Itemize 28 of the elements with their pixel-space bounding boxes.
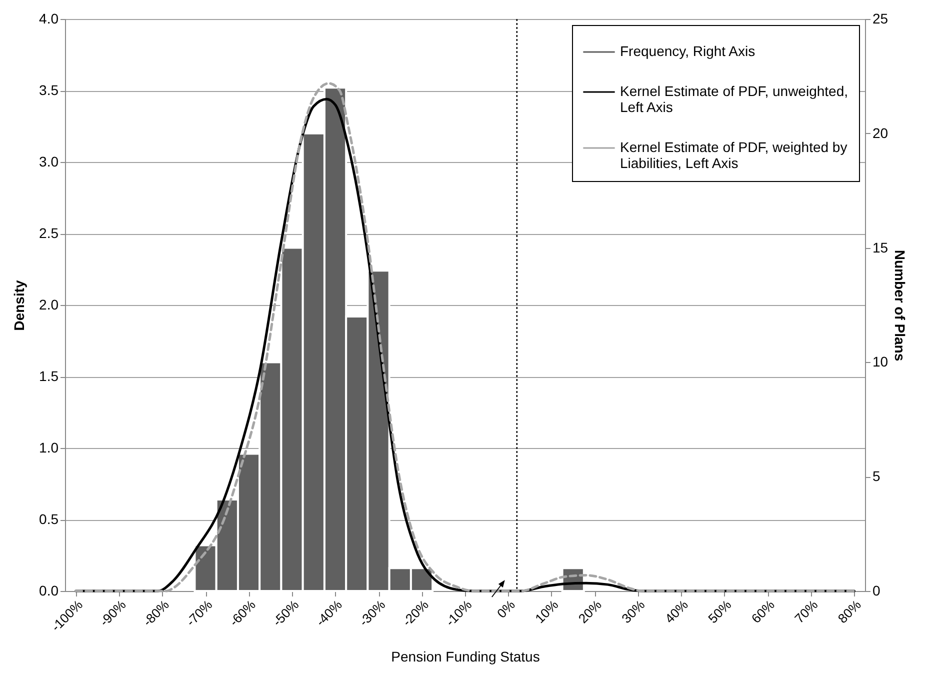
y2-tick-label: 25 [872,10,888,26]
x-tick-label: 50% [705,596,734,626]
x-tick-label: 0% [494,596,518,621]
x-tick-label: 60% [748,596,778,626]
legend-label: Frequency, Right Axis [620,43,756,59]
x-tick-label: 30% [618,596,648,626]
x-axis-title: Pension Funding Status [391,648,540,664]
y-tick-label: 0.0 [39,582,59,598]
y-tick-label: 3.5 [39,82,59,98]
y2-tick-label: 20 [872,124,888,141]
y2-tick-label: 10 [872,354,888,370]
y2-tick-label: 15 [872,239,888,256]
legend-label: Kernel Estimate of PDF, weighted by Liabilities, Left Axis [620,139,848,171]
y-tick-label: 2.0 [39,296,59,312]
y-tick-label: 4.0 [39,10,59,26]
y-tick-label: 3.0 [39,154,59,170]
y-tick-label: 1.5 [39,368,59,384]
y2-axis-title: Number of Plans [892,250,908,362]
y-tick-label: 0.5 [39,511,59,527]
y-tick-label: 2.5 [39,225,59,241]
legend-label: Kernel Estimate of PDF, unweighted, Left Axis [620,83,848,115]
x-tick-label: 70% [792,596,821,626]
y-tick-label: 1.0 [39,440,59,456]
y2-tick-label: 5 [872,468,880,484]
y-axis-title: Density [11,280,28,331]
y2-tick-label: 0 [872,582,880,598]
x-tick-label: 80% [834,596,864,626]
x-tick-label: 40% [662,596,692,626]
